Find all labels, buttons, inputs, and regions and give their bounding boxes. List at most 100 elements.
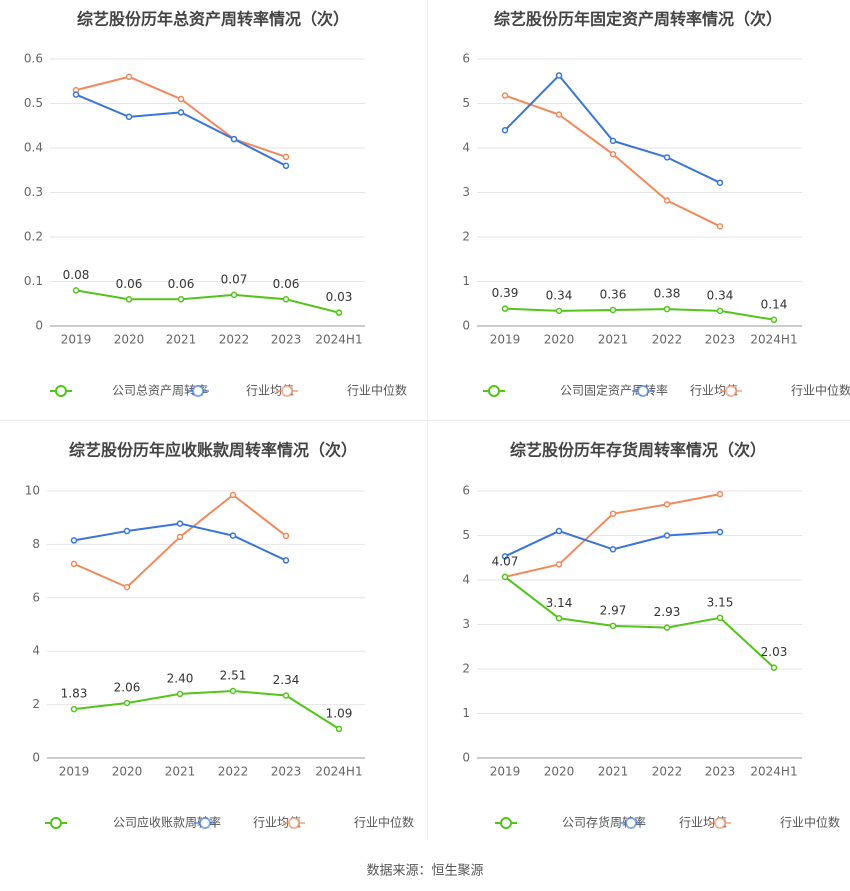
chart1-point-average	[282, 162, 290, 170]
chart2-title: 综艺股份历年固定资产周转率情况（次）	[494, 10, 782, 29]
chart1-point-average	[125, 113, 133, 121]
chart2-data-label: 0.36	[600, 287, 627, 301]
chart1-legend-label-median: 行业中位数	[347, 383, 407, 398]
chart2-xtick-label: 2022	[652, 333, 683, 347]
chart2-line-average	[504, 74, 721, 184]
chart1-point-company	[335, 309, 343, 316]
chart4-point-company	[609, 622, 617, 630]
chart1-ytick-label: 0.5	[24, 96, 43, 110]
chart1-point-company	[282, 296, 290, 303]
chart4-point-median	[716, 490, 724, 498]
chart1-xtick-label: 2022	[219, 333, 250, 347]
chart3-point-median	[229, 491, 237, 499]
chart2-point-average	[609, 137, 617, 145]
chart4-point-company	[770, 664, 778, 671]
chart2-point-average	[555, 72, 563, 79]
chart3-title: 综艺股份历年应收账款周转率情况（次）	[69, 441, 357, 460]
chart3-ytick-label: 10	[25, 484, 40, 498]
chart3-point-average	[176, 520, 184, 527]
chart4-point-company	[716, 614, 724, 622]
chart1-point-company	[230, 291, 238, 299]
chart4-ytick-label: 4	[462, 573, 470, 587]
chart2-ytick-label: 0	[462, 319, 470, 333]
chart3-point-average	[70, 537, 78, 544]
chart4-xtick-label: 2024H1	[750, 765, 797, 779]
chart2-ytick-label: 4	[462, 141, 470, 155]
chart3-point-company	[335, 725, 343, 733]
chart4-ytick-label: 2	[462, 662, 470, 676]
chart4-point-company	[501, 573, 509, 581]
chart2-ytick-label: 2	[462, 230, 470, 244]
chart1-point-average	[177, 109, 185, 116]
chart3-ytick-label: 2	[32, 697, 40, 711]
chart1-ytick-label: 0.4	[24, 141, 43, 155]
chart4-ytick-label: 3	[462, 617, 470, 631]
chart2-point-company	[663, 305, 671, 313]
chart2-data-label: 0.39	[492, 286, 519, 300]
chart2-ytick-label: 3	[462, 185, 470, 199]
chart1-legend-marker-median	[281, 385, 293, 397]
chart3-point-average	[123, 527, 131, 535]
chart1-xtick-label: 2024H1	[315, 333, 362, 347]
chart4-xtick-label: 2022	[652, 765, 683, 779]
chart4-point-median	[663, 501, 671, 508]
chart2-xtick-label: 2021	[598, 333, 629, 347]
chart1-data-label: 0.03	[326, 290, 353, 304]
chart3-xtick-label: 2023	[271, 765, 302, 779]
chart1-ytick-label: 0.6	[24, 52, 43, 66]
chart2-point-company	[501, 305, 509, 312]
chart1-point-median	[282, 153, 290, 161]
chart3-point-company	[123, 699, 131, 707]
chart4-point-median	[555, 561, 563, 568]
source-note: 数据来源：恒生聚源	[366, 864, 483, 879]
chart4-ytick-label: 5	[462, 528, 470, 542]
chart2-ytick-label: 6	[462, 52, 470, 66]
chart1-data-label: 0.07	[221, 272, 248, 286]
chart3-point-median	[176, 533, 184, 541]
chart4-data-label: 4.07	[492, 554, 519, 568]
chart1-line-company	[75, 289, 340, 314]
chart1-point-company	[177, 296, 185, 303]
chart1-ytick-label: 0.3	[24, 185, 43, 199]
chart4-point-average	[555, 527, 563, 535]
chart4-title: 综艺股份历年存货周转率情况（次）	[510, 441, 766, 460]
chart3-line-median	[73, 494, 287, 589]
chart4-data-label: 2.97	[600, 603, 627, 617]
horizontal-divider	[0, 420, 850, 421]
chart2-point-median	[716, 223, 724, 230]
chart2-point-median	[609, 150, 617, 158]
chart1-point-company	[125, 296, 133, 303]
chart3-data-label: 2.40	[167, 671, 194, 685]
chart3-point-company	[282, 692, 290, 699]
chart2-point-average	[663, 154, 671, 161]
chart2-point-company	[716, 307, 724, 315]
chart2-data-label: 0.38	[654, 287, 681, 301]
chart3-data-label: 2.51	[220, 668, 247, 682]
chart3-legend-marker-median	[288, 817, 300, 829]
chart3-line-company	[73, 689, 340, 730]
chart3-ytick-label: 4	[32, 644, 40, 658]
chart3-xtick-label: 2019	[59, 765, 90, 779]
chart4-point-average	[663, 532, 671, 539]
chart4-xtick-label: 2021	[598, 765, 629, 779]
chart2-data-label: 0.34	[546, 288, 573, 302]
chart2-point-company	[609, 306, 617, 314]
chart3-point-median	[282, 532, 290, 540]
chart1-data-label: 0.08	[63, 268, 90, 282]
chart1-ytick-label: 0	[35, 319, 43, 333]
chart4-ytick-label: 1	[462, 706, 470, 720]
chart4-point-average	[501, 553, 509, 560]
chart3-point-company	[70, 705, 78, 713]
chart4-xtick-label: 2020	[544, 765, 575, 779]
chart2-ytick-label: 5	[462, 96, 470, 110]
chart1-data-label: 0.06	[116, 277, 143, 291]
chart2-data-label: 0.34	[707, 288, 734, 302]
chart1-point-average	[72, 91, 80, 98]
chart3-xtick-label: 2024H1	[315, 765, 362, 779]
chart3-point-average	[229, 532, 237, 539]
chart4-legend-marker-average	[625, 817, 637, 829]
chart1-data-label: 0.06	[273, 277, 300, 291]
chart2-line-company	[504, 307, 775, 321]
chart1-point-company	[72, 287, 80, 294]
